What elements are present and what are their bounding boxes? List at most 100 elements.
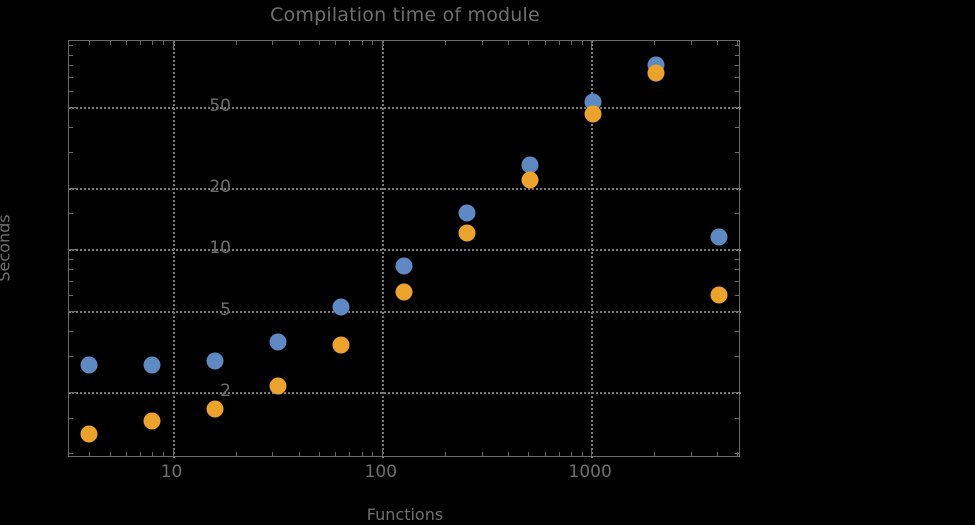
y-axis-minor-tick xyxy=(69,330,73,332)
x-axis-minor-tick xyxy=(737,452,739,456)
y-axis-tick-label: 5 xyxy=(220,299,231,320)
y-axis-tick xyxy=(732,187,739,189)
x-axis-minor-tick xyxy=(654,41,656,45)
x-axis-minor-tick xyxy=(272,41,274,45)
y-axis-tick xyxy=(69,249,76,251)
y-gridline xyxy=(69,249,741,252)
y-axis-minor-tick xyxy=(69,65,73,67)
y-axis-tick-label: 20 xyxy=(209,176,231,197)
y-axis-minor-tick xyxy=(69,45,73,47)
y-axis-minor-tick xyxy=(735,152,739,154)
x-axis-minor-tick xyxy=(691,452,692,456)
x-axis-minor-tick xyxy=(126,452,128,456)
x-axis-minor-tick xyxy=(528,452,530,456)
y-axis-minor-tick xyxy=(735,356,739,358)
data-point xyxy=(521,156,539,174)
x-axis-title: Functions xyxy=(366,505,444,524)
y-axis-minor-tick xyxy=(69,258,73,260)
x-axis-minor-tick xyxy=(544,452,546,456)
y-axis-minor-tick xyxy=(735,294,739,296)
x-axis-minor-tick xyxy=(298,452,300,456)
y-gridline xyxy=(69,187,741,190)
x-axis-minor-tick xyxy=(335,452,337,456)
x-axis-minor-tick xyxy=(528,41,530,45)
x-axis-minor-tick xyxy=(570,41,572,45)
x-axis-minor-tick xyxy=(507,41,509,45)
x-axis-minor-tick xyxy=(372,452,374,456)
y-axis-minor-tick xyxy=(735,45,739,47)
x-axis-minor-tick xyxy=(544,41,546,45)
x-axis-minor-tick xyxy=(162,452,164,456)
x-axis-tick xyxy=(172,41,174,48)
y-gridline xyxy=(69,310,741,313)
x-axis-minor-tick xyxy=(361,452,363,456)
x-axis-minor-tick xyxy=(89,452,91,456)
x-axis-tick-label: 10 xyxy=(160,462,183,482)
x-axis-minor-tick xyxy=(335,41,337,45)
y-gridline xyxy=(69,106,741,109)
x-axis-minor-tick xyxy=(717,41,719,45)
y-axis-tick xyxy=(732,249,739,251)
x-axis-tick xyxy=(172,449,174,456)
y-axis-minor-tick xyxy=(735,54,739,56)
data-point xyxy=(80,425,98,443)
y-axis-minor-tick xyxy=(735,453,739,455)
y-axis-tick-label: 50 xyxy=(209,95,231,116)
y-axis-minor-tick xyxy=(69,76,73,78)
x-axis-minor-tick xyxy=(481,41,483,45)
y-axis-tick xyxy=(732,392,739,394)
x-axis-minor-tick xyxy=(581,452,583,456)
y-axis-minor-tick xyxy=(69,152,73,154)
x-axis-minor-tick xyxy=(318,41,320,45)
y-axis-minor-tick xyxy=(735,90,739,92)
x-axis-minor-tick xyxy=(109,452,111,456)
x-axis-minor-tick xyxy=(558,41,560,45)
x-axis-minor-tick xyxy=(481,452,483,456)
x-axis-minor-tick xyxy=(109,41,111,45)
x-axis-minor-tick xyxy=(298,41,300,45)
x-axis-minor-tick xyxy=(349,41,351,45)
data-point xyxy=(710,286,728,304)
x-axis-minor-tick xyxy=(126,41,128,45)
x-axis-minor-tick xyxy=(507,452,509,456)
x-axis-tick xyxy=(591,449,593,456)
data-point xyxy=(206,352,224,370)
x-axis-minor-tick xyxy=(272,452,274,456)
x-axis-minor-tick xyxy=(235,41,237,45)
data-point xyxy=(458,224,476,242)
x-axis-minor-tick xyxy=(570,452,572,456)
data-point xyxy=(206,400,224,418)
x-axis-minor-tick xyxy=(152,41,154,45)
data-point xyxy=(395,283,413,301)
y-axis-tick xyxy=(69,187,76,189)
y-axis-tick-label: 2 xyxy=(220,381,231,402)
x-gridline xyxy=(381,41,384,458)
y-axis-minor-tick xyxy=(735,65,739,67)
x-axis-tick xyxy=(591,41,593,48)
data-point xyxy=(332,298,350,316)
data-point xyxy=(647,64,665,82)
y-axis-tick-label: 10 xyxy=(209,238,231,259)
y-axis-minor-tick xyxy=(735,126,739,128)
y-axis-minor-tick xyxy=(735,269,739,271)
y-axis-minor-tick xyxy=(735,213,739,215)
x-axis-minor-tick xyxy=(737,41,739,45)
y-axis-minor-tick xyxy=(69,213,73,215)
data-point xyxy=(143,356,161,374)
x-axis-minor-tick xyxy=(140,452,142,456)
x-gridline xyxy=(591,41,594,458)
data-point xyxy=(584,105,602,123)
data-point xyxy=(143,412,161,430)
data-point xyxy=(332,336,350,354)
x-axis-minor-tick xyxy=(444,41,446,45)
data-point xyxy=(710,228,728,246)
y-axis-tick xyxy=(732,310,739,312)
y-axis-minor-tick xyxy=(69,417,73,419)
x-axis-minor-tick xyxy=(140,41,142,45)
y-axis-minor-tick xyxy=(69,54,73,56)
y-axis-minor-tick xyxy=(735,417,739,419)
y-axis-minor-tick xyxy=(69,453,73,455)
x-axis-minor-tick xyxy=(152,452,154,456)
